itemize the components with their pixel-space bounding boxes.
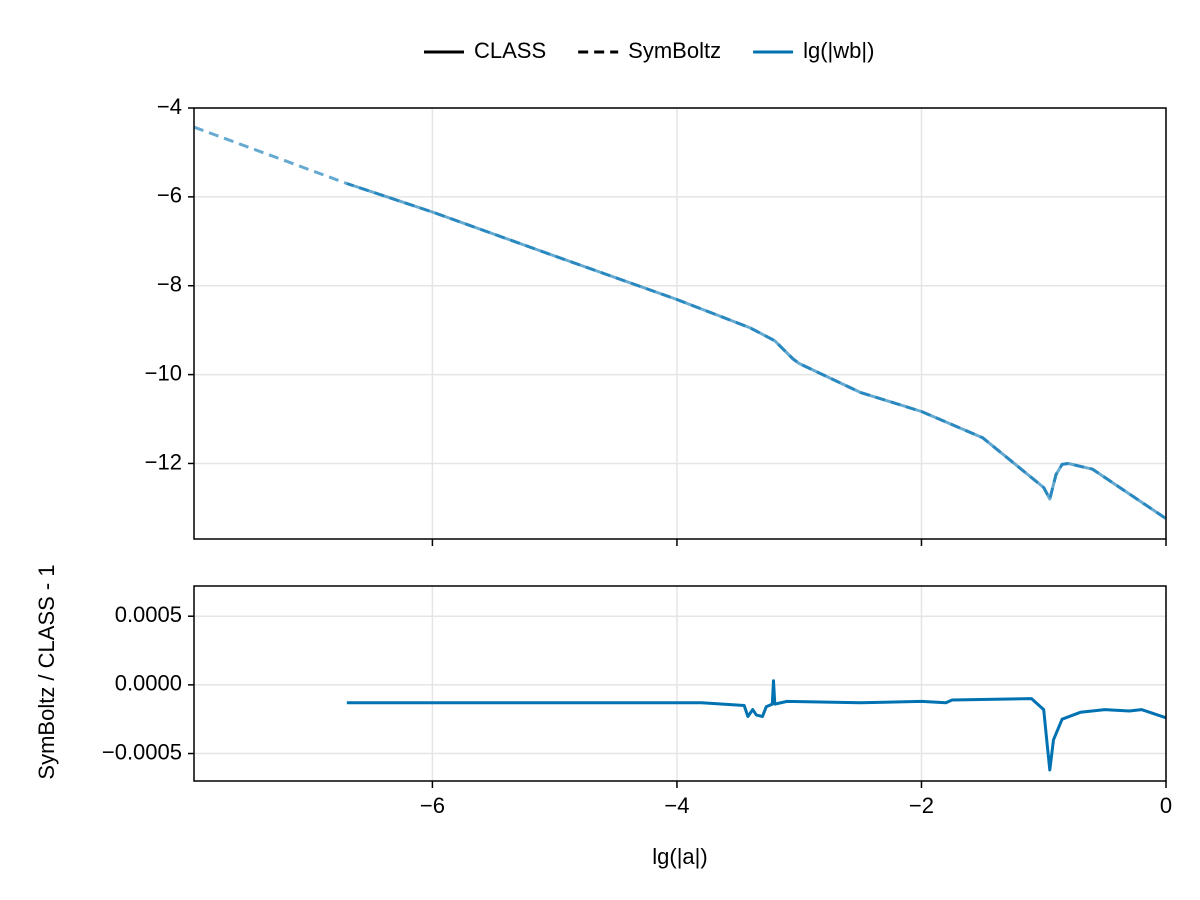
- legend-label: CLASS: [474, 38, 546, 63]
- data-line: [346, 182, 1167, 520]
- legend-label: SymBoltz: [628, 38, 721, 63]
- y-tick-label: −4: [157, 94, 182, 119]
- x-tick-label: 0: [1160, 793, 1172, 818]
- y-tick-label: −12: [145, 449, 182, 474]
- data-line: [193, 125, 1167, 520]
- x-tick-label: −4: [664, 793, 689, 818]
- y-tick-label: 0.0000: [115, 671, 182, 696]
- y-axis-label: SymBoltz / CLASS - 1: [34, 564, 59, 779]
- x-tick-label: −6: [420, 793, 445, 818]
- y-tick-label: −10: [145, 360, 182, 385]
- y-tick-label: −8: [157, 272, 182, 297]
- legend-label: lg(|wb|): [803, 38, 874, 63]
- y-tick-label: −0.0005: [102, 739, 182, 764]
- x-axis-label: lg(|a|): [652, 844, 707, 869]
- y-tick-label: −6: [157, 183, 182, 208]
- plot-frame: [193, 107, 1167, 540]
- data-line: [346, 679, 1167, 772]
- y-tick-label: 0.0005: [115, 602, 182, 627]
- plot-frame: [193, 585, 1167, 782]
- x-tick-label: −2: [909, 793, 934, 818]
